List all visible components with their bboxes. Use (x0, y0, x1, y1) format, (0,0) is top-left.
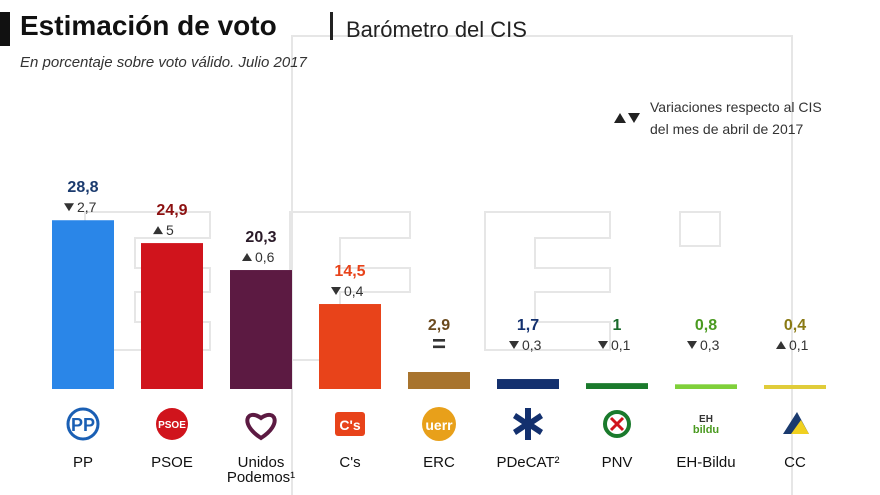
up-down-arrows-icon (614, 113, 640, 123)
party-label-unidos-podemos-2: Podemos¹ (227, 469, 295, 486)
bar-unidos-podemos (230, 270, 292, 389)
down-arrow-icon (509, 341, 519, 349)
bar-pdecat (497, 379, 559, 389)
party-label-psoe: PSOE (151, 454, 193, 471)
pnv-logo-cross (609, 416, 625, 432)
change-label-pp: 2,7 (77, 199, 97, 215)
bar-eh-bildu (675, 384, 737, 389)
legend-note: Variaciones respecto al CIS del mes de a… (650, 96, 860, 140)
party-label-eh-bildu: EH-Bildu (676, 454, 735, 471)
eh-bildu-logo-icon: EH (699, 414, 713, 425)
change-label-eh-bildu: 0,3 (700, 337, 720, 353)
party-label-erc: ERC (423, 454, 455, 471)
change-label-psoe: 5 (166, 222, 174, 238)
erc-logo-icon (422, 407, 456, 441)
bar-c-s (319, 304, 381, 389)
chart-source: Barómetro del CIS (346, 17, 527, 42)
psoe-logo-icon (156, 408, 188, 440)
party-label-c-s: C's (339, 454, 360, 471)
change-label-erc: = (432, 331, 446, 358)
legend-line-2: del mes de abril de 2017 (650, 121, 804, 137)
change-label-pnv: 0,1 (611, 337, 631, 353)
chart-subtitle: En porcentaje sobre voto válido. Julio 2… (20, 54, 307, 71)
legend-line-1: Variaciones respecto al CIS (650, 99, 822, 115)
value-label-pp: 28,8 (67, 179, 98, 196)
bar-pnv (586, 383, 648, 389)
up-arrow-icon (776, 341, 786, 349)
party-label-pnv: PNV (602, 454, 633, 471)
value-label-c-s: 14,5 (334, 263, 365, 280)
value-label-pnv: 1 (613, 317, 622, 334)
down-arrow-icon (331, 287, 341, 296)
change-label-pdecat: 0,3 (522, 337, 542, 353)
chart-title: Estimación de voto (20, 10, 277, 41)
pp-logo-icon (66, 407, 100, 441)
value-label-eh-bildu: 0,8 (695, 317, 717, 334)
pp-logo-text: PP (71, 415, 95, 435)
down-arrow-icon (64, 203, 74, 212)
party-label-cc: CC (784, 454, 806, 471)
change-label-cc: 0,1 (789, 337, 809, 353)
value-label-unidos-podemos: 20,3 (245, 229, 276, 246)
bar-pp (52, 220, 114, 389)
value-label-cc: 0,4 (784, 317, 806, 334)
party-label-pp: PP (73, 454, 93, 471)
value-label-psoe: 24,9 (156, 202, 187, 219)
bar-psoe (141, 243, 203, 389)
cs-logo-text: C's (339, 417, 360, 433)
pdecat-logo-icon (513, 408, 543, 440)
bar-cc (764, 385, 826, 389)
cc-logo-accent (791, 420, 809, 434)
eh-bildu-logo-text: bildu (693, 424, 719, 436)
title-accent-bar (0, 12, 10, 46)
value-label-erc: 2,9 (428, 317, 450, 334)
down-arrow-icon (598, 341, 608, 349)
up-arrow-icon (242, 253, 252, 262)
party-label-pdecat: PDeCAT² (496, 454, 559, 471)
change-label-c-s: 0,4 (344, 283, 364, 299)
change-label-unidos-podemos: 0,6 (255, 249, 275, 265)
party-label-unidos-podemos-1: Unidos (238, 454, 285, 471)
bar-erc (408, 372, 470, 389)
cs-logo-icon (335, 412, 365, 436)
value-label-pdecat: 1,7 (517, 317, 539, 334)
erc-logo-text: uerr (425, 417, 453, 433)
down-arrow-icon (687, 341, 697, 349)
psoe-logo-text: PSOE (158, 420, 186, 431)
title-separator (330, 12, 333, 40)
unidos-podemos-logo-icon (245, 412, 277, 441)
up-arrow-icon (153, 226, 163, 235)
